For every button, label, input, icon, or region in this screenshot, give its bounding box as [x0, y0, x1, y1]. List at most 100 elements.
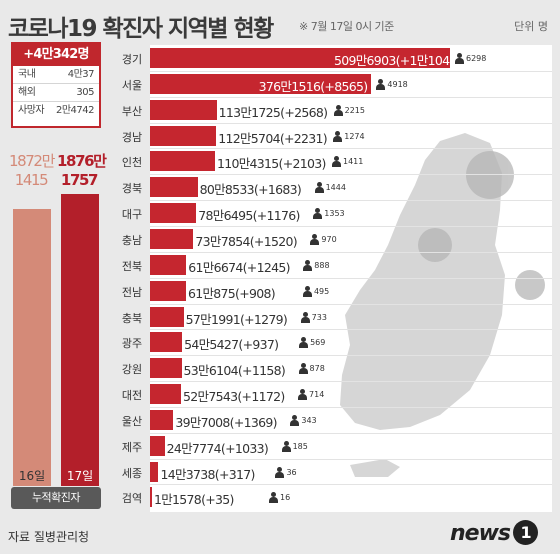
row-divider: [150, 174, 552, 176]
bar-제주: [150, 435, 165, 456]
death-count-label: 714: [309, 390, 325, 400]
region-label: 전북: [121, 259, 143, 273]
summary-value: 2만4742: [55, 105, 95, 116]
chart-title: 코로나19 확진자 지역별 현황: [8, 16, 274, 42]
region-label: 충북: [121, 311, 143, 325]
person-icon: [268, 492, 278, 504]
row-divider: [150, 329, 552, 331]
row-divider: [150, 70, 552, 72]
person-icon: [297, 389, 308, 401]
row-divider: [150, 303, 552, 305]
bar-부산: [150, 99, 217, 120]
summary-label: 해외: [18, 87, 36, 98]
region-label: 울산: [121, 414, 143, 428]
person-icon: [314, 182, 324, 194]
person-icon: [333, 104, 343, 116]
cumulative-prev-line2: 1415: [14, 171, 49, 189]
cumulative-prev-bar: [13, 209, 51, 486]
person-icon: [302, 259, 313, 271]
summary-box: +4만342명 국내 4만37 해외 305 사망자 2만4742: [11, 42, 101, 128]
cumulative-curr-label: 1876만 1757: [57, 152, 107, 190]
region-label: 제주: [121, 440, 143, 454]
death-count-label: 1274: [344, 131, 365, 141]
region-label: 대구: [121, 208, 143, 222]
region-label: 경기: [121, 53, 143, 66]
person-icon: [281, 440, 291, 452]
person-icon: [309, 233, 320, 245]
logo-mark: 1: [513, 520, 539, 545]
jeju-island-shape: [350, 459, 400, 477]
person-icon: [312, 208, 323, 220]
news1-logo: news 1: [450, 520, 539, 546]
bar-전남: [150, 280, 186, 301]
cumulative-prev-day: 16일: [18, 469, 46, 483]
bar-충북: [150, 306, 184, 327]
person-icon: [375, 78, 386, 90]
death-count-label: 185: [292, 441, 308, 451]
region-label: 세종: [121, 466, 143, 480]
row-divider: [150, 148, 552, 150]
bar-세종: [150, 461, 159, 482]
bar-경기: [150, 48, 450, 68]
bar-value-label: 1만1578(+35): [154, 492, 234, 508]
person-icon: [300, 311, 310, 323]
row-divider: [150, 406, 552, 408]
region-label: 전남: [121, 285, 143, 299]
summary-value: 4만37: [67, 69, 95, 80]
person-icon: [302, 285, 312, 297]
row-divider: [150, 96, 552, 98]
region-label: 충남: [121, 233, 143, 247]
region-label: 강원: [121, 363, 143, 377]
cumulative-prev-label: 1872만 1415: [9, 152, 55, 190]
person-icon: [298, 363, 308, 375]
logo-text: news: [450, 521, 511, 546]
death-count-label: 495: [313, 286, 330, 296]
row-divider: [150, 458, 552, 460]
bar-인천: [150, 151, 215, 172]
bar-울산: [150, 409, 174, 430]
summary-row-overseas: 해외 305: [13, 84, 99, 102]
death-count-label: 4918: [387, 79, 408, 89]
death-count-label: 343: [301, 415, 317, 425]
bar-대구: [150, 203, 197, 224]
death-count-label: 16: [280, 493, 291, 503]
cumulative-prev-line1: 1872만: [9, 152, 55, 170]
person-icon: [454, 53, 464, 64]
death-count-label: 6298: [466, 54, 487, 63]
region-label: 경북: [121, 182, 143, 196]
row-divider: [150, 200, 552, 202]
bar-value-label: 53만6104(+1158): [183, 363, 286, 379]
death-count-label: 878: [309, 364, 325, 374]
summary-value: 305: [76, 87, 94, 98]
bar-검역: [150, 487, 152, 508]
death-count-label: 1353: [324, 209, 345, 219]
bar-광주: [150, 332, 183, 353]
source-credit: 자료 질병관리청: [8, 530, 90, 544]
person-icon: [289, 414, 300, 426]
cumulative-curr-line2: 1757: [60, 171, 99, 189]
bar-value-label: 78만6495(+1176): [198, 208, 300, 224]
person-icon: [332, 130, 343, 142]
summary-row-domestic: 국내 4만37: [13, 66, 99, 84]
summary-label: 사망자: [18, 105, 45, 116]
bar-value-label: 24만7774(+1033): [166, 440, 269, 456]
region-label: 대전: [121, 389, 143, 403]
person-icon: [274, 466, 285, 478]
death-count-label: 733: [311, 312, 327, 322]
bar-value-label: 112만5704(+2231): [218, 130, 327, 146]
cumulative-curr-bar: [61, 194, 99, 486]
cumulative-label: 누적확진자: [11, 487, 101, 509]
region-label: 인천: [121, 156, 143, 170]
summary-row-deaths: 사망자 2만4742: [13, 102, 99, 119]
region-label: 검역: [121, 492, 143, 506]
region-label: 서울: [121, 78, 143, 92]
bar-value-label: 52만7543(+1172): [183, 389, 285, 405]
chart-subtitle: ※ 7월 17일 0시 기준: [299, 20, 394, 33]
bar-value-label: 39만7008(+1369): [175, 414, 277, 430]
row-divider: [150, 277, 552, 279]
cumulative-curr-line1: 1876만: [57, 152, 107, 170]
bar-value-label: 14만3738(+317): [160, 466, 255, 482]
row-divider: [150, 355, 552, 357]
bar-충남: [150, 228, 194, 249]
bar-value-label: 113만1725(+2568): [218, 104, 328, 120]
